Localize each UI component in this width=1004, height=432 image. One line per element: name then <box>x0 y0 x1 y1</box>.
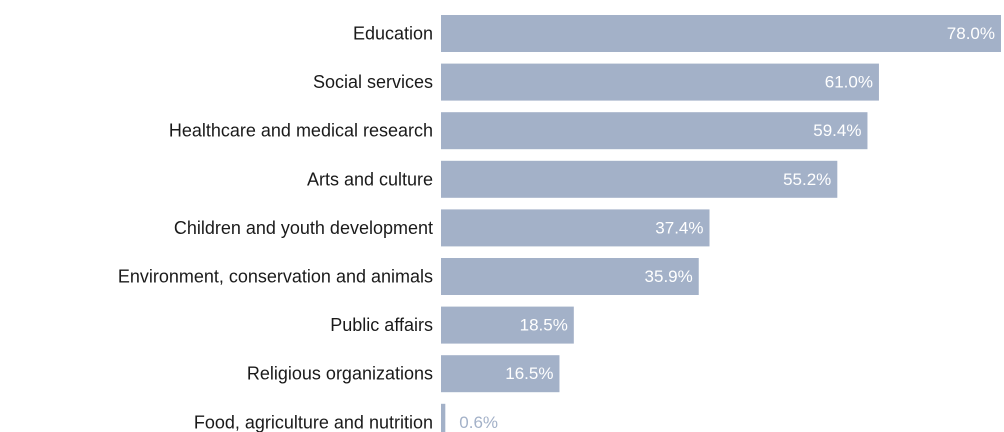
bar-4 <box>441 209 710 247</box>
value-label-7: 16.5% <box>505 364 553 383</box>
bar-7 <box>441 355 560 393</box>
category-label-0: Education <box>353 24 433 44</box>
bar-3 <box>441 160 838 198</box>
category-label-8: Food, agriculture and nutrition <box>194 412 433 432</box>
bars-group <box>441 15 1001 432</box>
bar-5 <box>441 258 699 295</box>
value-label-3: 55.2% <box>783 170 831 189</box>
category-labels-group: Education Social services Healthcare and m… <box>118 24 433 432</box>
category-label-5: Environment, conservation and animals <box>118 267 433 287</box>
bar-0 <box>441 15 1001 52</box>
value-label-2: 59.4% <box>813 121 861 140</box>
bar-1 <box>441 63 879 101</box>
category-label-6: Public affairs <box>330 315 433 335</box>
value-label-0: 78.0% <box>947 24 995 43</box>
category-label-3: Arts and culture <box>307 169 433 189</box>
bar-8 <box>441 403 446 432</box>
bar-2 <box>441 112 868 150</box>
value-label-1: 61.0% <box>825 73 873 92</box>
value-label-8: 0.6% <box>459 413 498 432</box>
value-label-4: 37.4% <box>655 218 703 237</box>
value-labels-group: 78.0% 61.0% 59.4% 55.2% 37.4% 35.9% 18.5% 16.5%… <box>459 24 995 432</box>
category-label-2: Healthcare and medical research <box>169 121 433 141</box>
category-label-1: Social services <box>313 72 433 92</box>
value-label-5: 35.9% <box>645 267 693 286</box>
category-label-4: Children and youth development <box>174 218 433 238</box>
value-label-6: 18.5% <box>520 316 568 335</box>
category-label-7: Religious organizations <box>247 364 433 384</box>
bar-6 <box>441 306 574 344</box>
